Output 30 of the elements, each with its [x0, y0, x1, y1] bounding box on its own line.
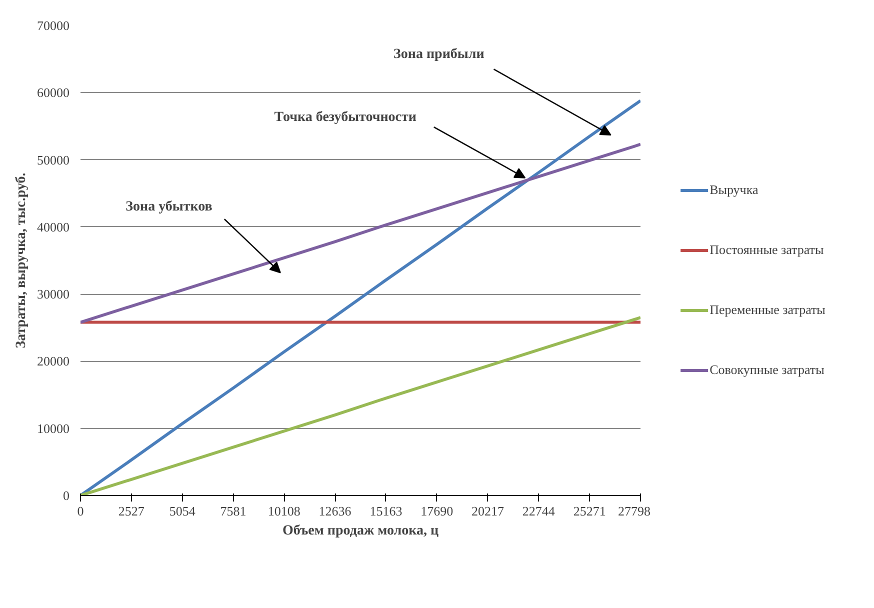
legend-label: Совокупные затраты — [710, 362, 824, 378]
y-tick-label: 20000 — [37, 354, 70, 369]
y-tick-label: 10000 — [37, 420, 70, 436]
legend-label: Постоянные затраты — [710, 242, 824, 258]
x-tick-label: 22744 — [522, 504, 556, 518]
annotation: Точка безубыточности — [274, 110, 416, 126]
x-tick-label: 2527 — [118, 504, 145, 518]
x-tick-label: 7581 — [220, 504, 246, 518]
x-tick-label: 25271 — [573, 504, 606, 518]
x-tick-label: 5054 — [169, 504, 196, 518]
x-tick-label: 27798 — [618, 504, 650, 518]
annotation: Зона прибыли — [394, 47, 484, 62]
legend-label: Выручка — [710, 182, 758, 198]
x-tick-label: 0 — [77, 504, 84, 518]
y-tick-label: 70000 — [37, 18, 70, 33]
x-tick-label: 15163 — [370, 504, 402, 518]
x-axis-title: Объем продаж молока, ц — [282, 524, 439, 538]
y-tick-label: 30000 — [37, 286, 70, 302]
legend-label: Переменные затраты — [710, 302, 826, 318]
x-tick-label: 10108 — [268, 504, 300, 518]
y-tick-label: 50000 — [37, 152, 70, 168]
y-axis-title: Затраты, выручка, тыс.руб. — [14, 172, 29, 348]
x-tick-label: 20217 — [472, 504, 505, 518]
annotation: Зона убытков — [126, 199, 213, 214]
line-series — [80, 142, 640, 324]
y-tick-label: 40000 — [37, 219, 70, 234]
x-tick-label: 17690 — [420, 504, 454, 518]
y-tick-label: 60000 — [37, 85, 70, 100]
y-tick-label: 0 — [63, 488, 70, 503]
x-tick-label: 12636 — [318, 504, 352, 518]
